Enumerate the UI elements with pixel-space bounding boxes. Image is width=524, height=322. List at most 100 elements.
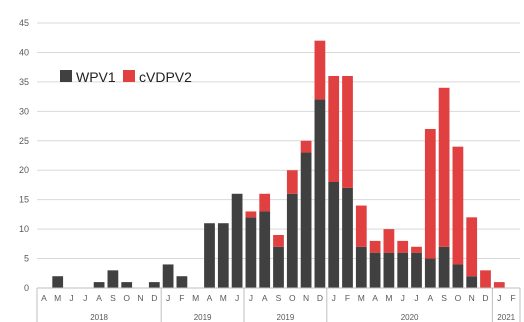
bar-wpv1: [452, 264, 464, 288]
bar-cvdpv2: [452, 146, 464, 265]
x-tick-label: N: [469, 293, 475, 303]
y-tick-label: 35: [19, 77, 29, 87]
x-tick-label: N: [303, 293, 309, 303]
bar-wpv1: [93, 282, 105, 288]
x-tick-label: M: [385, 293, 392, 303]
bar-cvdpv2: [411, 246, 422, 253]
year-label: 2019: [277, 313, 295, 322]
y-tick-label: 40: [19, 47, 29, 57]
x-tick-label: M: [358, 293, 365, 303]
x-tick-label: O: [455, 293, 462, 303]
y-tick-label: 0: [24, 283, 29, 293]
year-label: 2019: [194, 313, 212, 322]
bar-cvdpv2: [300, 140, 312, 153]
y-tick-label: 15: [19, 195, 29, 205]
x-tick-label: F: [345, 293, 350, 303]
x-tick-label: O: [123, 293, 130, 303]
bar-wpv1: [424, 258, 436, 288]
x-tick-label: J: [166, 293, 170, 303]
y-tick-label: 25: [19, 136, 29, 146]
bars: [52, 40, 505, 288]
x-tick-label: F: [510, 293, 515, 303]
legend-swatch-cvdpv2: [123, 70, 135, 82]
bar-cvdpv2: [383, 229, 395, 253]
y-axis-tick-labels: 0 5 10 15 20 25 30 35 40 45: [19, 18, 29, 293]
x-tick-label: D: [482, 293, 488, 303]
x-tick-label: J: [83, 293, 87, 303]
bar-cvdpv2: [355, 205, 367, 247]
bar-cvdpv2: [314, 40, 326, 100]
legend: WPV1 cVDPV2: [60, 69, 192, 85]
year-label: 2018: [90, 313, 108, 322]
x-tick-label: S: [110, 293, 116, 303]
bar-wpv1: [217, 223, 229, 288]
bar-cvdpv2: [424, 129, 436, 259]
bar-wpv1: [355, 246, 367, 288]
x-tick-label: J: [249, 293, 253, 303]
bar-cvdpv2: [273, 235, 284, 247]
x-tick-label: A: [207, 293, 213, 303]
x-tick-label: A: [41, 293, 47, 303]
year-label: 2021: [497, 313, 515, 322]
bar-wpv1: [466, 276, 478, 288]
bar-wpv1: [259, 211, 271, 288]
bar-cvdpv2: [286, 170, 298, 194]
bar-wpv1: [176, 276, 188, 288]
bar-cvdpv2: [369, 240, 381, 253]
bar-wpv1: [397, 252, 409, 288]
bar-wpv1: [204, 223, 215, 288]
bar-wpv1: [148, 282, 160, 288]
legend-swatch-wpv1: [60, 70, 72, 82]
bar-wpv1: [121, 282, 133, 288]
bar-wpv1: [162, 264, 174, 288]
bar-wpv1: [231, 193, 243, 288]
x-tick-label: D: [151, 293, 157, 303]
bar-cvdpv2: [328, 76, 340, 182]
x-tick-label: S: [441, 293, 447, 303]
x-tick-label: A: [372, 293, 378, 303]
x-tick-label: A: [262, 293, 268, 303]
x-tick-label: D: [317, 293, 323, 303]
bar-cvdpv2: [466, 217, 478, 277]
year-label: 2020: [401, 313, 419, 322]
x-tick-label: J: [332, 293, 336, 303]
bar-wpv1: [245, 217, 257, 288]
x-tick-label: J: [497, 293, 501, 303]
y-tick-label: 45: [19, 18, 29, 28]
x-tick-label: F: [179, 293, 184, 303]
bar-cvdpv2: [245, 211, 257, 218]
bar-wpv1: [300, 152, 312, 288]
gridlines: [37, 22, 520, 289]
x-tick-label: M: [54, 293, 61, 303]
bar-wpv1: [411, 252, 422, 288]
x-tick-label: M: [192, 293, 199, 303]
bar-wpv1: [286, 193, 298, 288]
x-tick-label: J: [69, 293, 73, 303]
x-tick-label: J: [401, 293, 405, 303]
bar-wpv1: [383, 252, 395, 288]
x-tick-label: A: [96, 293, 102, 303]
bar-wpv1: [369, 252, 381, 288]
bar-wpv1: [314, 99, 326, 288]
bar-cvdpv2: [397, 240, 409, 253]
bar-wpv1: [107, 270, 119, 288]
x-tick-label: A: [427, 293, 433, 303]
x-tick-label: N: [137, 293, 143, 303]
y-tick-label: 30: [19, 106, 29, 116]
y-tick-label: 5: [24, 254, 29, 264]
bar-cvdpv2: [438, 87, 450, 247]
bar-wpv1: [52, 276, 64, 288]
y-tick-label: 20: [19, 165, 29, 175]
x-tick-label: M: [220, 293, 227, 303]
bar-cvdpv2: [480, 270, 491, 288]
x-tick-label: J: [414, 293, 418, 303]
bar-wpv1: [273, 246, 284, 288]
bar-cvdpv2: [493, 282, 505, 288]
bar-wpv1: [438, 246, 450, 288]
bar-wpv1: [328, 182, 340, 288]
x-tick-label: S: [276, 293, 282, 303]
legend-label-wpv1: WPV1: [76, 69, 116, 85]
x-tick-label: J: [235, 293, 239, 303]
